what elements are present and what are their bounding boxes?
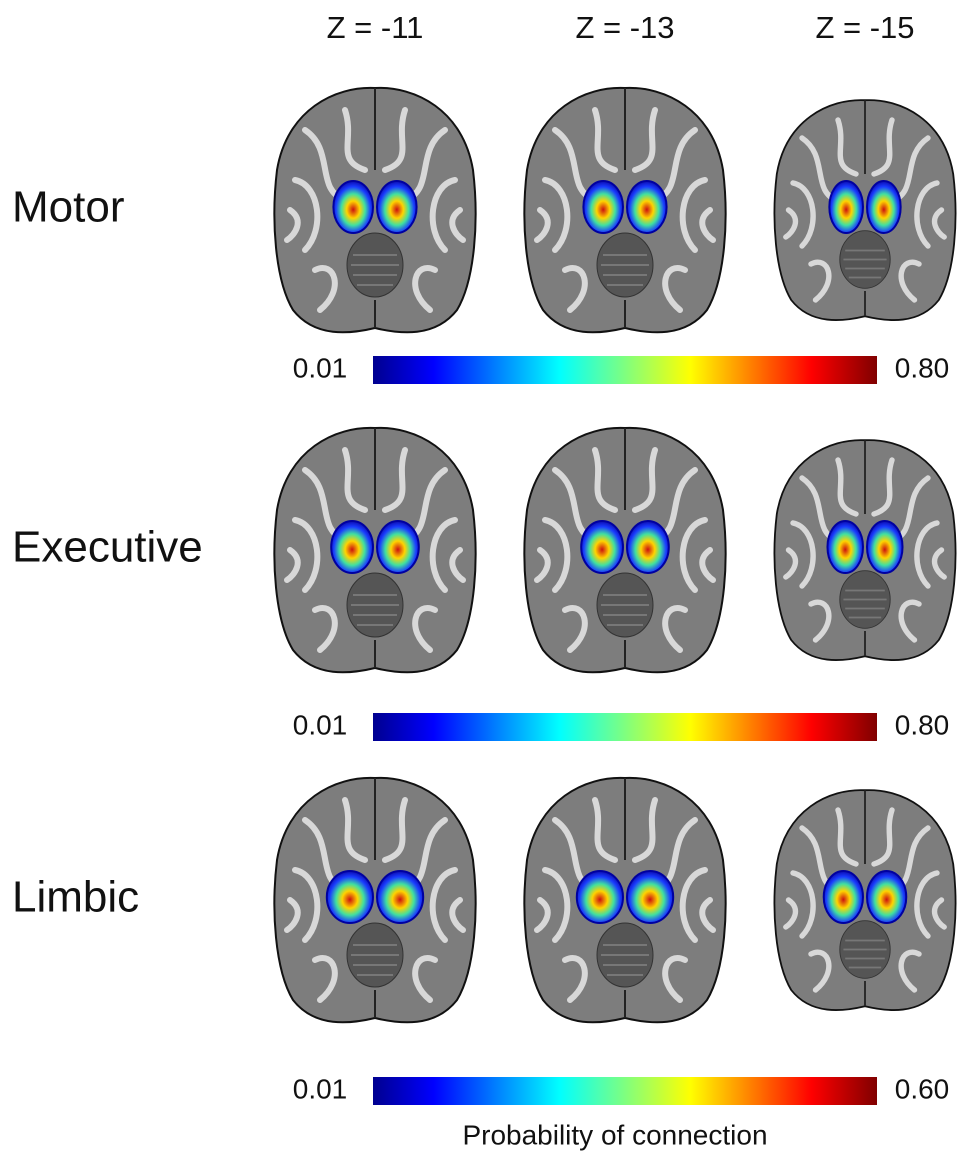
colorbar-max: 0.80 <box>895 709 950 740</box>
row-label: Executive <box>12 523 203 572</box>
connectivity-blob <box>327 871 373 923</box>
brain-slice <box>774 440 955 660</box>
connectivity-blob <box>331 521 373 573</box>
row-label: Motor <box>12 183 124 232</box>
brain-slice <box>774 100 955 320</box>
colorbar-max: 0.80 <box>895 352 950 383</box>
colorbar-min: 0.01 <box>293 352 348 383</box>
brain-slice <box>524 778 725 1022</box>
column-label: Z = -15 <box>815 10 914 45</box>
connectivity-blob <box>824 871 863 923</box>
connectivity-blob <box>581 521 623 573</box>
colorbar <box>373 713 877 741</box>
colorbar-min: 0.01 <box>293 1073 348 1104</box>
connectivity-blob <box>333 181 373 233</box>
connectivity-blob <box>583 181 623 233</box>
colorbar-min: 0.01 <box>293 709 348 740</box>
colorbar <box>373 1077 877 1105</box>
connectivity-blob <box>829 181 863 233</box>
connectivity-blob <box>627 181 667 233</box>
connectivity-blob <box>627 521 669 573</box>
connectivity-blob <box>377 521 419 573</box>
connectivity-blob <box>377 871 423 923</box>
connectivity-blob <box>867 521 903 573</box>
connectivity-blob <box>867 871 906 923</box>
caption: Probability of connection <box>462 1119 767 1150</box>
brain-slice <box>274 428 475 672</box>
row-label: Limbic <box>12 873 139 922</box>
connectivity-blob <box>867 181 901 233</box>
column-label: Z = -13 <box>575 10 674 45</box>
colorbar <box>373 356 877 384</box>
colorbar-max: 0.60 <box>895 1073 950 1104</box>
brain-slice <box>524 88 725 332</box>
connectivity-blob <box>377 181 417 233</box>
column-label: Z = -11 <box>327 10 424 45</box>
connectivity-blob <box>827 521 863 573</box>
brain-slice <box>774 790 955 1010</box>
brain-slice <box>274 778 475 1022</box>
connectivity-blob <box>577 871 623 923</box>
connectivity-blob <box>627 871 673 923</box>
figure: Probability of connection Z = -11 Z = -13… <box>0 0 974 1157</box>
brain-slice <box>274 88 475 332</box>
brain-slice <box>524 428 725 672</box>
